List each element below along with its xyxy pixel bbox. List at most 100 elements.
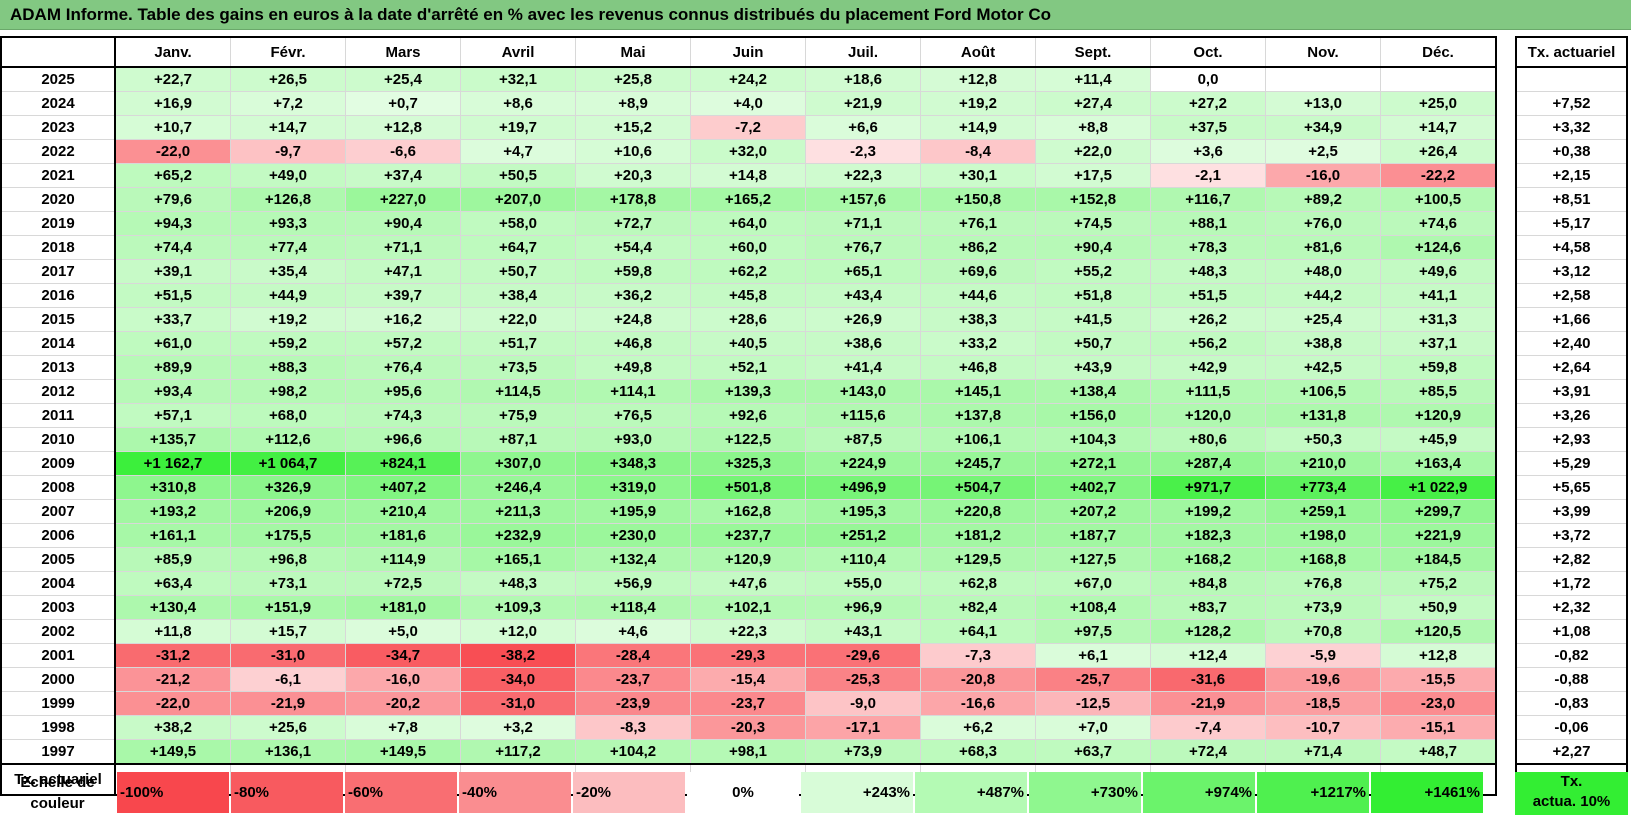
scale-swatch: -80% [231, 772, 343, 813]
gain-cell: +68,3 [920, 739, 1036, 765]
color-scale-label-line1: Echelle de [20, 774, 95, 791]
year-cell: 2018 [0, 235, 116, 260]
gain-cell: +120,9 [1380, 403, 1497, 428]
gain-cell: +68,0 [230, 403, 346, 428]
gain-cell: +44,6 [920, 283, 1036, 308]
gain-cell: +118,4 [575, 595, 691, 620]
gain-cell: +56,2 [1150, 331, 1266, 356]
gain-cell: +16,9 [114, 91, 231, 116]
gain-cell: +76,4 [345, 355, 461, 380]
gain-cell: +181,0 [345, 595, 461, 620]
year-cell: 2000 [0, 667, 116, 692]
year-cell: 2004 [0, 571, 116, 596]
gain-cell: +259,1 [1265, 499, 1381, 524]
gain-cell: +63,4 [114, 571, 231, 596]
gain-cell: +64,0 [690, 211, 806, 236]
tx-cell: +1,08 [1515, 619, 1628, 644]
gain-cell: +117,2 [460, 739, 576, 765]
gain-cell: +45,8 [690, 283, 806, 308]
gain-cell: -29,6 [805, 643, 921, 668]
tx-row: -0,88 [1515, 667, 1628, 692]
tx-row: +1,08 [1515, 619, 1628, 644]
year-cell: 2001 [0, 643, 116, 668]
gain-cell: +138,4 [1035, 379, 1151, 404]
gain-cell: +98,1 [690, 739, 806, 765]
gain-cell: +41,5 [1035, 307, 1151, 332]
tx-cell: +3,12 [1515, 259, 1628, 284]
gain-cell: +17,5 [1035, 163, 1151, 188]
tx-row: +3,72 [1515, 523, 1628, 548]
gain-cell: +73,5 [460, 355, 576, 380]
gain-cell: -22,2 [1380, 163, 1497, 188]
tx-row: +5,17 [1515, 211, 1628, 236]
gain-cell: +11,4 [1035, 66, 1151, 92]
gain-cell: +78,3 [1150, 235, 1266, 260]
gain-cell: +163,4 [1380, 451, 1497, 476]
gain-cell: +114,5 [460, 379, 576, 404]
gain-cell: +7,8 [345, 715, 461, 740]
tx-row: -0,82 [1515, 643, 1628, 668]
gain-cell: +26,5 [230, 66, 346, 92]
gain-cell: +106,1 [920, 427, 1036, 452]
year-cell: 2005 [0, 547, 116, 572]
year-cell: 2016 [0, 283, 116, 308]
gain-cell: +4,6 [575, 619, 691, 644]
gain-cell: -2,3 [805, 139, 921, 164]
gain-cell: -28,4 [575, 643, 691, 668]
gain-cell: -21,9 [230, 691, 346, 716]
gain-cell: -29,3 [690, 643, 806, 668]
gain-cell: +227,0 [345, 187, 461, 212]
gain-cell: +86,2 [920, 235, 1036, 260]
gain-cell: +111,5 [1150, 379, 1266, 404]
gain-cell: +44,9 [230, 283, 346, 308]
gain-cell: +168,2 [1150, 547, 1266, 572]
gain-cell: +25,4 [1265, 307, 1381, 332]
gain-cell: +59,8 [1380, 355, 1497, 380]
tx-cell: +2,58 [1515, 283, 1628, 308]
gain-cell: +120,5 [1380, 619, 1497, 644]
gain-cell: +22,3 [690, 619, 806, 644]
table-row: 2007 +193,2 +206,9 +210,4 +211,3 +195,9 +162,8… [0, 499, 1497, 524]
year-cell: 2002 [0, 619, 116, 644]
tx-actua-10-swatch: Tx. actua. 10% [1515, 772, 1628, 815]
totals-label: Tx. actuariel [0, 763, 116, 796]
month-header: Déc. [1380, 36, 1497, 68]
gain-cell: +50,3 [1265, 427, 1381, 452]
gain-cell: +181,2 [920, 523, 1036, 548]
gain-cell: +76,5 [575, 403, 691, 428]
scale-swatch: -20% [573, 772, 685, 813]
gain-cell: +210,4 [345, 499, 461, 524]
gain-cell: +25,8 [575, 66, 691, 92]
gain-cell: -2,1 [1150, 163, 1266, 188]
gain-cell: +45,9 [1380, 427, 1497, 452]
gain-cell: +75,9 [460, 403, 576, 428]
gain-cell: +6,6 [805, 115, 921, 140]
tx-cell: +7,52 [1515, 91, 1628, 116]
gain-cell: -31,2 [114, 643, 231, 668]
gain-cell: +326,9 [230, 475, 346, 500]
year-cell: 2003 [0, 595, 116, 620]
gain-cell: +12,0 [460, 619, 576, 644]
gain-cell: -7,2 [690, 115, 806, 140]
header-row: Janv. Févr. Mars Avril Mai Juin Juil. Août Sept.… [0, 36, 1497, 68]
gain-cell: -8,3 [575, 715, 691, 740]
gain-cell: +72,7 [575, 211, 691, 236]
gain-cell: +22,0 [460, 307, 576, 332]
gain-cell: +152,8 [1035, 187, 1151, 212]
table-row: 1999 -22,0 -21,9 -20,2 -31,0 -23,9 -23,7 -9,0 -1… [0, 691, 1497, 716]
gain-cell: +136,1 [230, 739, 346, 765]
gain-cell: +74,5 [1035, 211, 1151, 236]
gain-cell: +319,0 [575, 475, 691, 500]
gain-cell: +38,8 [1265, 331, 1381, 356]
gain-cell: +46,8 [920, 355, 1036, 380]
gain-cell: +73,9 [805, 739, 921, 765]
tx-cell: +2,15 [1515, 163, 1628, 188]
gain-cell: +43,9 [1035, 355, 1151, 380]
gain-cell: +14,9 [920, 115, 1036, 140]
gain-cell: +124,6 [1380, 235, 1497, 260]
gain-cell: +19,2 [230, 307, 346, 332]
gain-cell: +7,0 [1035, 715, 1151, 740]
gain-cell: -23,7 [575, 667, 691, 692]
gain-cell: +72,5 [345, 571, 461, 596]
gain-cell: +165,2 [690, 187, 806, 212]
